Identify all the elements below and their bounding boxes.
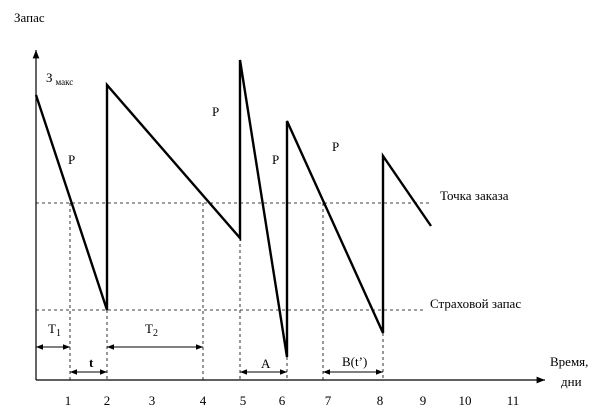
- x-label: Время,: [550, 354, 588, 369]
- x-tick-label: 3: [149, 393, 156, 408]
- x-tick-label: 9: [420, 393, 427, 408]
- p-label: Р: [332, 139, 339, 154]
- x-tick-label: 8: [377, 393, 384, 408]
- p-label: Р: [212, 104, 219, 119]
- x-tick-label: 2: [104, 393, 111, 408]
- t-label: t: [89, 355, 94, 370]
- guides: [69, 203, 384, 380]
- x-tick-label: 5: [240, 393, 247, 408]
- y-label: Запас: [14, 10, 45, 25]
- t1-label: T1: [48, 321, 61, 339]
- t2-label: T2: [145, 321, 158, 339]
- safety-label: Страховой запас: [430, 296, 521, 311]
- b-label: B(t’): [342, 354, 367, 369]
- reorder-label: Точка заказа: [440, 188, 509, 203]
- x-tick-label: 1: [65, 393, 72, 408]
- x-tick-label: 10: [459, 393, 472, 408]
- x-tick-label: 11: [507, 393, 520, 408]
- p-label: Р: [68, 152, 75, 167]
- stock-line: [34, 59, 432, 358]
- x-label: дни: [561, 374, 582, 389]
- x-tick-label: 6: [279, 393, 286, 408]
- a-label: A: [261, 356, 271, 371]
- x-tick-label: 4: [200, 393, 207, 408]
- p-label: Р: [272, 152, 279, 167]
- x-tick-label: 7: [325, 393, 332, 408]
